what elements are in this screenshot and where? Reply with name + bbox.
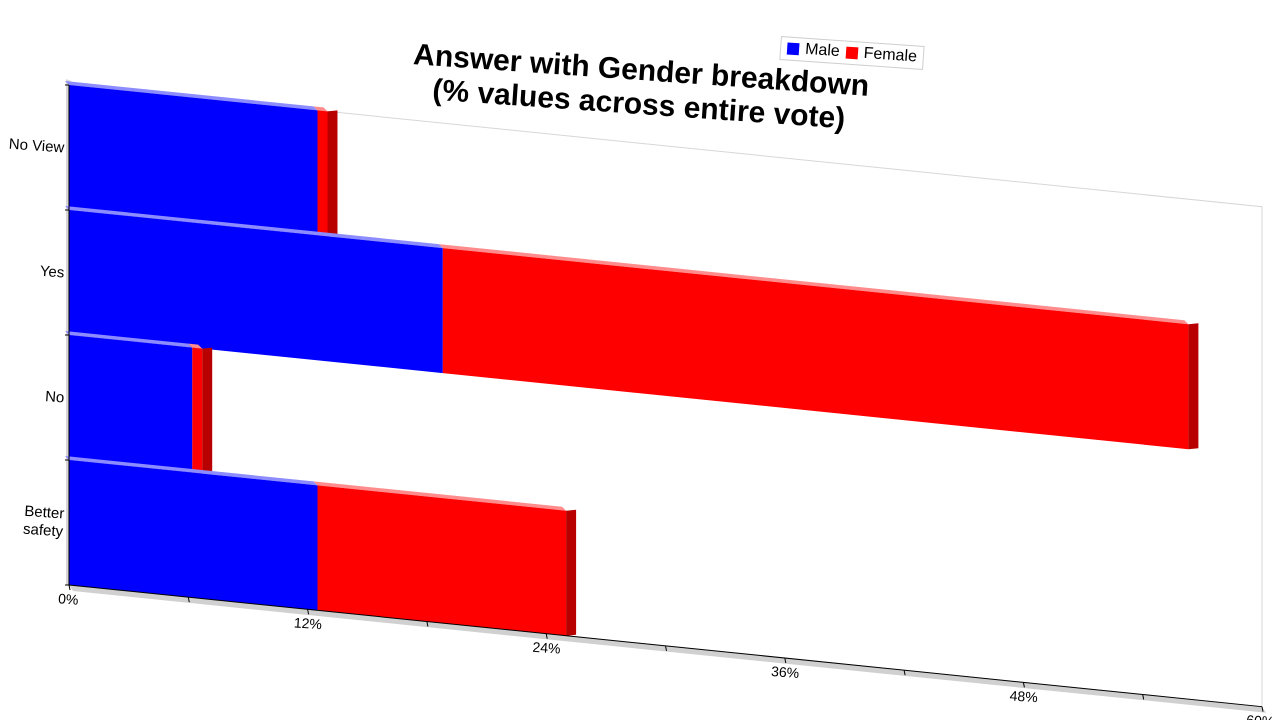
bar-top-face (65, 81, 318, 111)
legend-swatch-male (786, 42, 800, 56)
x-tick-mark (1142, 694, 1145, 700)
x-axis: 0% 12% 24% 36% 48% 60% (58, 84, 1275, 720)
y-category-label: No View (8, 136, 65, 157)
bar-front-face (69, 210, 443, 374)
x-tick-mark (68, 584, 71, 591)
bar-front-face (69, 460, 318, 611)
x-tick-mark (903, 670, 906, 676)
bar-top-face (65, 331, 193, 348)
y-category-label: Bettersafety (23, 503, 66, 541)
bar-side-face (1188, 323, 1199, 450)
x-tick-mark (187, 597, 190, 603)
x-tick-mark (784, 657, 787, 664)
bar-front-face (69, 335, 193, 473)
bar-side-face (202, 347, 213, 474)
bar-top-face (65, 206, 443, 249)
x-tick-mark (545, 633, 548, 639)
x-tick-mark (1022, 682, 1025, 688)
bar-female-better-safety (313, 481, 577, 636)
y-axis-labels: No View Yes No Bettersafety (8, 136, 65, 541)
x-tick-label: 0% (58, 590, 79, 607)
x-tick-label: 12% (293, 614, 322, 632)
bar-top-face (188, 343, 203, 349)
bar-front-face (192, 347, 203, 474)
bar-female-no-view (313, 106, 338, 237)
y-category-label: Yes (39, 263, 65, 282)
bar-male-no-view (65, 81, 318, 236)
legend-label-male: Male (804, 40, 841, 61)
x-tick-label: 36% (771, 663, 800, 681)
bar-male-better-safety (65, 456, 318, 611)
y-category-label: No (45, 388, 65, 406)
bar-front-face (69, 85, 318, 236)
x-tick-mark (426, 621, 429, 627)
x-tick-label: 60% (1246, 712, 1275, 720)
bar-front-face (317, 110, 328, 237)
bar-male-yes (65, 206, 443, 374)
bar-male-no (65, 331, 193, 473)
bar-front-face (442, 248, 1189, 450)
bar-side-face (566, 509, 577, 636)
legend-swatch-female (845, 46, 859, 60)
bar-female-yes (438, 244, 1199, 450)
bar-top-face (313, 106, 328, 112)
x-tick-label: 48% (1009, 687, 1038, 705)
bars-group (65, 81, 1199, 636)
x-tick-mark (1261, 706, 1264, 712)
legend-label-female: Female (863, 44, 918, 66)
bar-front-face (317, 485, 567, 636)
bar-top-face (65, 456, 318, 486)
bar-top-face (313, 481, 567, 511)
legend-item-male: Male (786, 39, 841, 61)
x-tick-label: 24% (532, 639, 561, 657)
x-tick-mark (307, 609, 310, 615)
legend-item-female: Female (845, 44, 918, 67)
bar-top-face (438, 244, 1189, 325)
x-tick-mark (665, 645, 667, 651)
bar-female-no (188, 343, 213, 474)
plot-floor (69, 585, 1266, 713)
bar-side-face (327, 110, 338, 237)
